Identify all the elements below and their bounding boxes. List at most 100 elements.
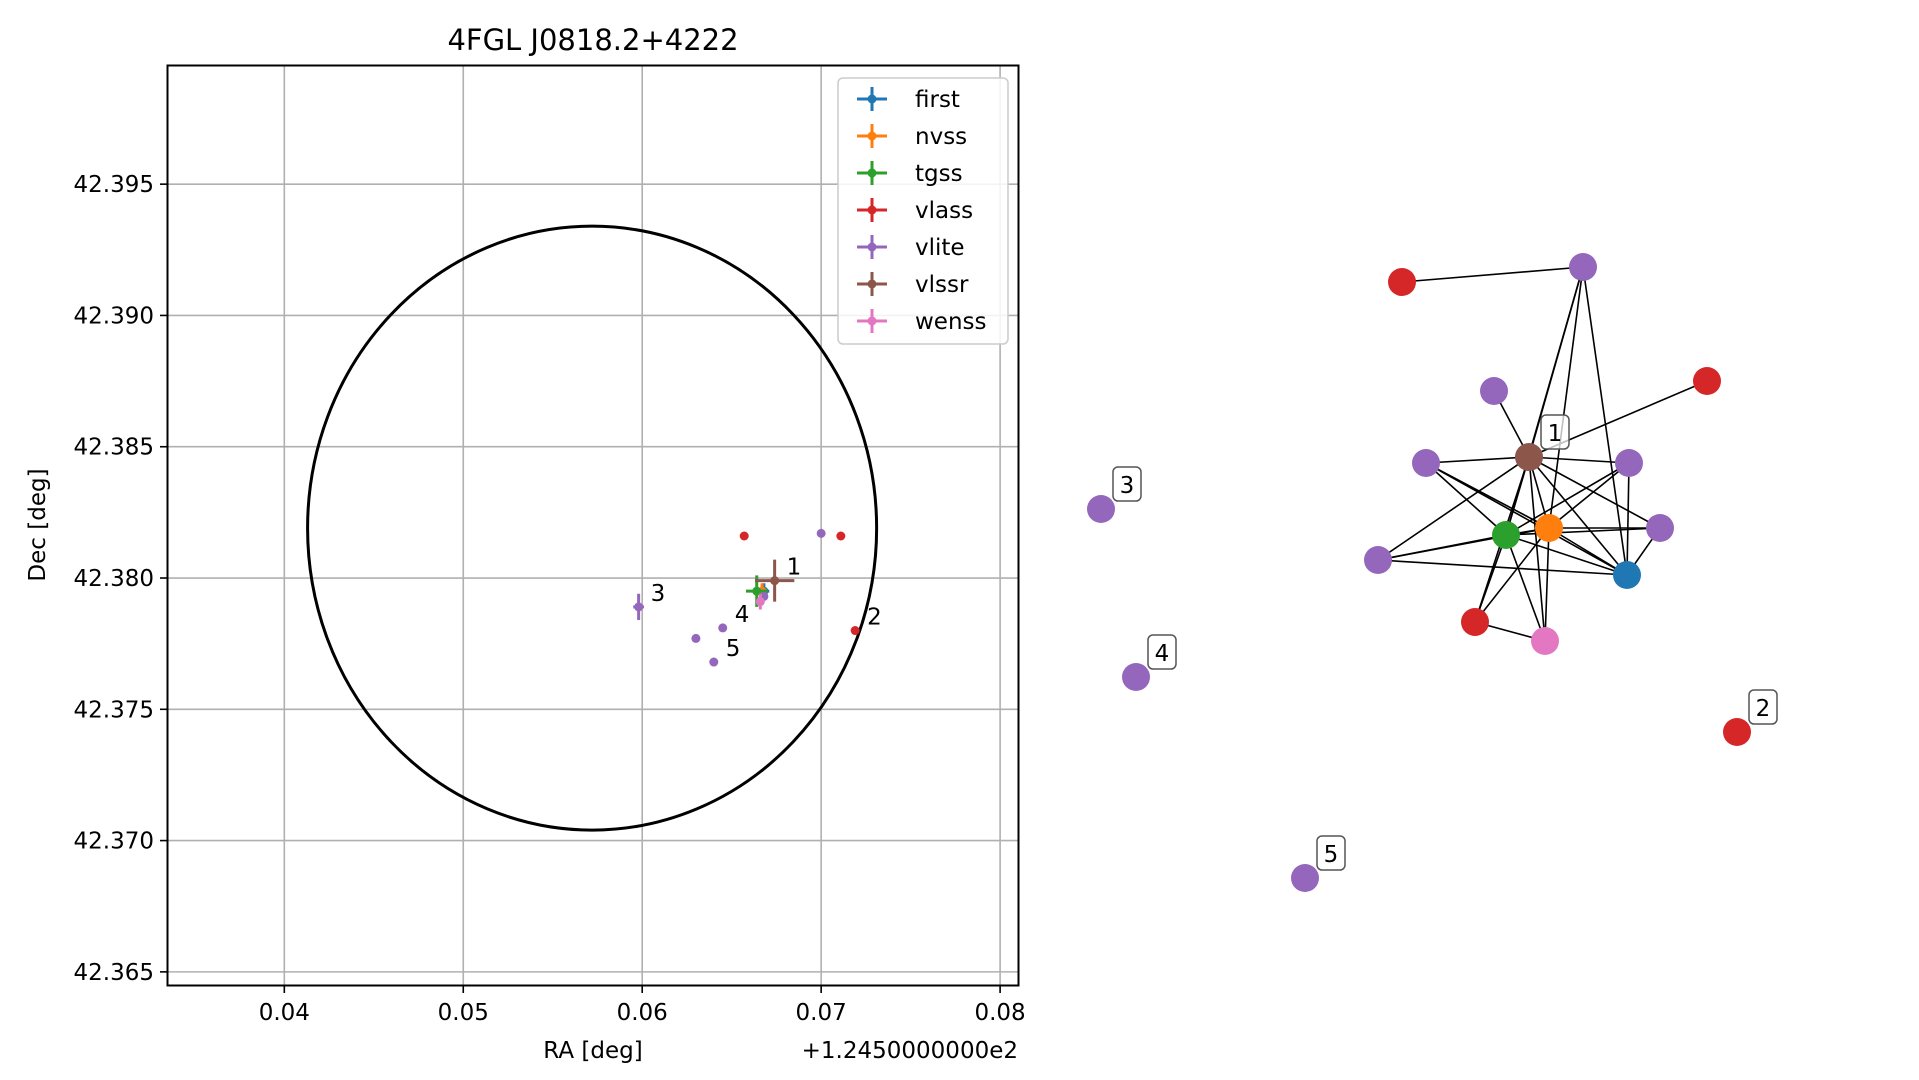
legend-label-vlass: vlass bbox=[915, 198, 973, 224]
y-tick-label: 42.370 bbox=[74, 829, 154, 855]
network-node-label: 5 bbox=[1316, 835, 1346, 871]
legend-entry-tgss: tgss bbox=[857, 161, 963, 187]
node-label-text: 1 bbox=[1548, 421, 1563, 447]
node-label-box bbox=[1316, 835, 1346, 871]
node-label-text: 2 bbox=[1756, 696, 1771, 722]
legend: first nvss tgss vlass vlite vlssr wenss bbox=[837, 77, 1009, 345]
network-edge bbox=[1528, 456, 1546, 642]
x-tick-label: 0.04 bbox=[259, 1000, 310, 1026]
network-node-vlite_d bbox=[1615, 449, 1643, 477]
legend-marker-vlass bbox=[867, 205, 877, 215]
legend-label-wenss: wenss bbox=[915, 309, 987, 335]
data-point-vlite bbox=[718, 623, 728, 633]
network-edge bbox=[1626, 462, 1630, 576]
network-node-vlite_e bbox=[1646, 514, 1674, 542]
x-axis-label: RA [deg] bbox=[543, 1038, 642, 1064]
network-edge bbox=[1425, 462, 1628, 576]
network-edge bbox=[1425, 456, 1530, 464]
legend-frame bbox=[837, 77, 1009, 345]
node-label-text: 5 bbox=[1324, 842, 1339, 868]
data-point-vlass bbox=[836, 531, 846, 541]
network-edge bbox=[1474, 527, 1550, 623]
point-label: 1 bbox=[787, 555, 802, 581]
legend-marker-tgss bbox=[867, 168, 877, 178]
legend-label-tgss: tgss bbox=[915, 161, 963, 187]
network-node-label: 2 bbox=[1748, 689, 1778, 725]
node-label-box bbox=[1540, 414, 1570, 450]
network-node-tgss bbox=[1492, 521, 1520, 549]
point-label: 4 bbox=[735, 602, 750, 628]
scatter-panel: 4FGL J0818.2+4222 1 2 3 4 5 0.04 0.05 0.06 0.07… bbox=[25, 23, 1026, 1064]
y-tick-label: 42.380 bbox=[74, 566, 154, 592]
grid bbox=[168, 66, 1018, 985]
node-label-text: 3 bbox=[1120, 473, 1135, 499]
error-ellipse-layer bbox=[306, 224, 879, 832]
point-label: 3 bbox=[651, 581, 666, 607]
y-tick-label: 42.375 bbox=[74, 697, 154, 723]
network-node-label: 4 bbox=[1147, 634, 1177, 670]
point-annotations: 1 2 3 4 5 bbox=[651, 555, 882, 662]
data-points bbox=[633, 528, 860, 667]
data-point-vlite bbox=[691, 633, 701, 643]
legend-entry-wenss: wenss bbox=[857, 309, 987, 335]
network-node-vlite_b bbox=[1480, 377, 1508, 405]
data-point-vlass bbox=[739, 531, 749, 541]
plot-frame bbox=[166, 64, 1020, 987]
y-tick-label: 42.395 bbox=[74, 172, 154, 198]
data-point-vlite bbox=[634, 602, 644, 612]
legend-marker-vlssr bbox=[867, 279, 877, 289]
x-axis-ticks: 0.04 0.05 0.06 0.07 0.08 bbox=[259, 985, 1026, 1026]
data-point-vlite bbox=[816, 528, 826, 538]
data-point-tgss bbox=[752, 586, 762, 596]
network-edge bbox=[1505, 534, 1628, 576]
node-label-box bbox=[1147, 634, 1177, 670]
network-node-vlite_c bbox=[1412, 449, 1440, 477]
network-node-iso_4 bbox=[1122, 663, 1150, 691]
network-node-vlite_a bbox=[1569, 253, 1597, 281]
network-node-iso_3 bbox=[1087, 495, 1115, 523]
network-node-vlass_b bbox=[1693, 367, 1721, 395]
y-tick-label: 42.390 bbox=[74, 303, 154, 329]
network-node-label: 3 bbox=[1112, 466, 1142, 502]
network-node-vlass_c bbox=[1461, 608, 1489, 636]
legend-entry-vlssr: vlssr bbox=[857, 272, 969, 298]
chart-title: 4FGL J0818.2+4222 bbox=[447, 23, 738, 57]
network-edge bbox=[1474, 534, 1507, 623]
network-nodes bbox=[1087, 253, 1751, 892]
data-point-vlssr bbox=[770, 576, 780, 586]
x-tick-label: 0.08 bbox=[974, 1000, 1025, 1026]
network-edge bbox=[1548, 266, 1584, 529]
legend-marker-wenss bbox=[867, 316, 877, 326]
network-node-labels: 1 3 4 5 2 bbox=[1112, 414, 1778, 871]
data-point-wenss bbox=[755, 597, 765, 607]
network-edge bbox=[1505, 534, 1546, 642]
network-edge bbox=[1377, 456, 1530, 561]
legend-entry-vlite: vlite bbox=[857, 235, 965, 261]
network-edge bbox=[1548, 462, 1630, 529]
node-label-text: 4 bbox=[1155, 641, 1170, 667]
legend-label-vlite: vlite bbox=[915, 235, 965, 261]
network-node-nvss bbox=[1535, 514, 1563, 542]
x-tick-label: 0.06 bbox=[617, 1000, 668, 1026]
network-edge bbox=[1528, 456, 1661, 529]
legend-entry-first: first bbox=[857, 87, 960, 113]
legend-marker-first bbox=[867, 94, 877, 104]
network-node-iso_2 bbox=[1723, 718, 1751, 746]
network-edge bbox=[1377, 559, 1628, 576]
legend-marker-nvss bbox=[867, 131, 877, 141]
network-node-vlass_a bbox=[1388, 268, 1416, 296]
network-edge bbox=[1548, 527, 1628, 576]
network-panel: 1 3 4 5 2 bbox=[1087, 253, 1778, 892]
y-tick-label: 42.365 bbox=[74, 960, 154, 986]
network-node-label: 1 bbox=[1540, 414, 1570, 450]
legend-label-nvss: nvss bbox=[915, 124, 967, 150]
error-ellipse bbox=[306, 224, 879, 832]
network-edge bbox=[1401, 266, 1584, 283]
network-node-wenss bbox=[1531, 627, 1559, 655]
network-edge bbox=[1544, 527, 1550, 642]
point-label: 5 bbox=[726, 636, 741, 662]
legend-entries: first nvss tgss vlass vlite vlssr wenss bbox=[857, 87, 987, 335]
y-axis-label: Dec [deg] bbox=[25, 468, 51, 581]
x-axis-offset-label: +1.2450000000e2 bbox=[802, 1038, 1018, 1064]
